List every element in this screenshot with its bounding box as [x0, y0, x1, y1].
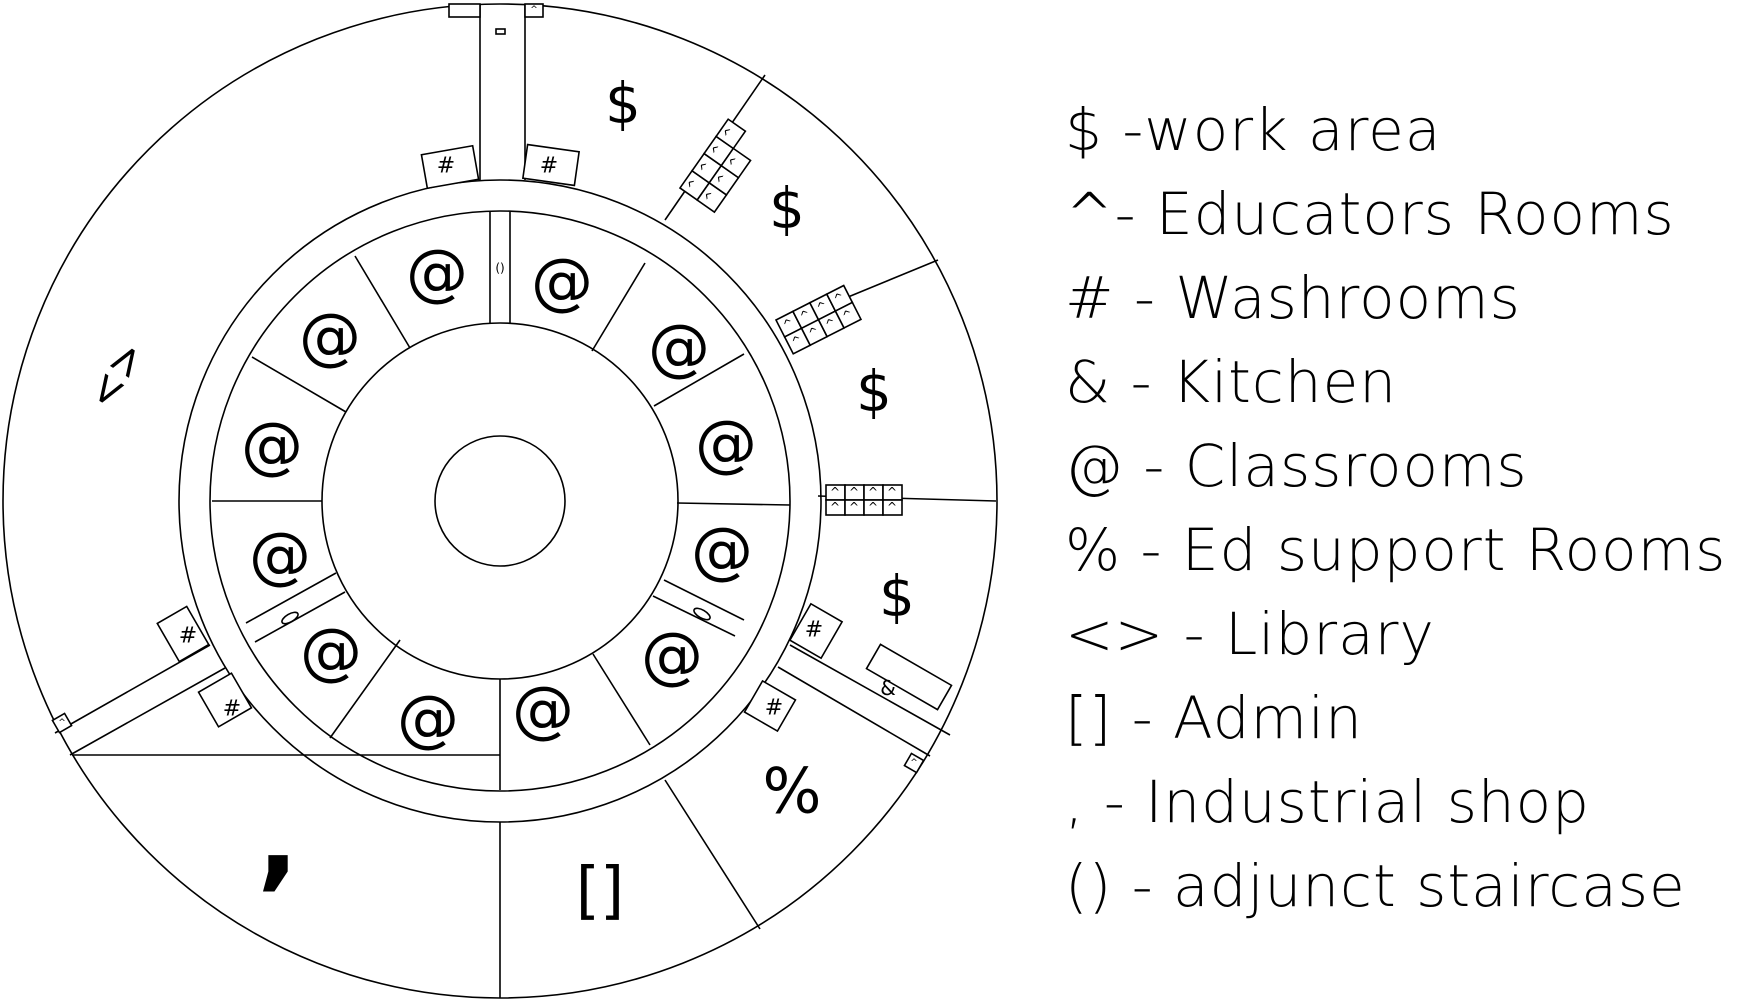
svg-text:#: # [805, 618, 823, 643]
svg-text:^: ^ [830, 485, 840, 499]
classroom: @ [531, 245, 593, 318]
library: <> [77, 332, 156, 418]
north-corridor: ^ [448, 3, 544, 180]
svg-text:#: # [223, 697, 241, 722]
classroom: @ [397, 682, 459, 755]
svg-text:^: ^ [849, 485, 859, 499]
staircase-southwest [281, 611, 299, 625]
central-atrium [434, 435, 566, 567]
staircase-southeast [693, 607, 711, 621]
legend-item-educators-rooms: ^- Educators Rooms [1065, 180, 1675, 248]
svg-text:&: & [880, 676, 896, 700]
southeast-corridor: ^ [777, 644, 951, 774]
work-area: $ [769, 177, 805, 242]
classroom: @ [241, 409, 303, 482]
svg-text:^: ^ [887, 500, 897, 514]
legend-item-classrooms: @ - Classrooms [1065, 432, 1528, 500]
classroom: @ [691, 514, 753, 587]
classroom: @ [512, 673, 574, 746]
svg-text:^: ^ [530, 5, 538, 15]
legend-item-work-area: $ -work area [1065, 96, 1442, 164]
industrial-shop: , [257, 774, 299, 902]
classrooms: @ @ @ @ @ @ @ @ @ @ @ @ [241, 236, 757, 755]
kitchen: & [865, 643, 953, 711]
svg-text:<>: <> [77, 332, 156, 418]
admin-room: [] [576, 854, 624, 927]
work-area: $ [856, 360, 892, 425]
svg-text:^: ^ [887, 485, 897, 499]
svg-text:#: # [437, 154, 455, 179]
southwest-corridor: ^ [51, 644, 226, 756]
svg-text:^: ^ [830, 500, 840, 514]
ed-support-room: % [763, 755, 822, 828]
classroom: @ [695, 407, 757, 480]
washrooms: # # # # # # [156, 143, 844, 733]
staircases: () [281, 261, 711, 625]
legend-item-ed-support-rooms: % - Ed support Rooms [1065, 516, 1727, 584]
svg-text:^: ^ [868, 500, 878, 514]
corridor-inner-ring [209, 210, 791, 792]
svg-text:#: # [540, 154, 558, 179]
svg-text:^: ^ [868, 485, 878, 499]
legend-item-washrooms: # - Washrooms [1065, 264, 1521, 332]
work-area: $ [605, 72, 641, 137]
legend-item-admin: [] - Admin [1065, 684, 1363, 752]
svg-text:^: ^ [910, 758, 918, 768]
courtyard-ring [321, 322, 679, 680]
work-area: $ [879, 565, 915, 630]
svg-text:^: ^ [58, 718, 66, 728]
outer-ring-rooms: $ $ $ $ % [] , <> [77, 72, 915, 927]
classroom: @ [406, 236, 468, 309]
classroom: @ [299, 300, 361, 373]
classroom: @ [641, 619, 703, 692]
classroom: @ [648, 311, 710, 384]
legend-item-library: <> - Library [1065, 600, 1435, 668]
school-floor-plan: ^ ^ ^ # # # # # # & ^^^^ [2, 3, 998, 999]
legend-item-kitchen: & - Kitchen [1065, 348, 1398, 416]
svg-text:#: # [179, 624, 197, 649]
classroom: @ [249, 519, 311, 592]
svg-text:^: ^ [849, 500, 859, 514]
legend-item-industrial-shop: , - Industrial shop [1065, 768, 1590, 836]
svg-text:#: # [765, 696, 783, 721]
legend: $ -work area ^- Educators Rooms # - Wash… [1065, 88, 1735, 928]
staircase-north: () [495, 261, 504, 275]
legend-item-adjunct-staircase: () - adjunct staircase [1065, 852, 1686, 920]
classroom: @ [300, 615, 362, 688]
educators-rooms: ^^^^ ^^^ ^^^^ ^^^^ ^ ^ ^ ^ ^ ^ ^ ^ [678, 118, 903, 516]
classroom-ring-dividers [212, 212, 791, 790]
